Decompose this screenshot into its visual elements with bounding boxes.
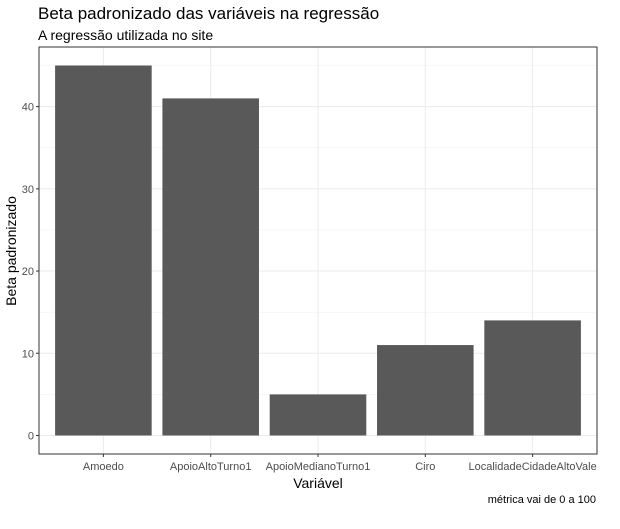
x-axis-title: Variável	[293, 475, 343, 491]
bars-layer	[55, 65, 581, 436]
x-tick-label: ApoioAltoTurno1	[170, 461, 252, 473]
y-axis-title: Beta padronizado	[3, 196, 19, 306]
y-tick-label: 10	[22, 348, 34, 360]
y-tick-label: 20	[22, 266, 34, 278]
ticks-layer: 0 10 20 30 40 Amoedo ApoioAltoTurno1 ApoioMedia…	[22, 102, 597, 473]
bar-ciro	[377, 345, 474, 436]
x-tick-label: ApoioMedianoTurno1	[266, 461, 371, 473]
bar-apoiomedianoturno1	[269, 394, 367, 436]
y-tick-label: 0	[28, 431, 34, 443]
y-tick-label: 30	[22, 184, 34, 196]
chart-caption: métrica vai de 0 a 100	[487, 494, 596, 506]
bar-amoedo	[55, 65, 152, 436]
bar-localidadecidadealtovale	[484, 320, 581, 436]
y-tick-label: 40	[22, 102, 34, 114]
bar-apoioaltoturno1	[162, 98, 259, 436]
chart-title: Beta padronizado das variáveis na regres…	[38, 4, 380, 23]
plot-panel-border	[38, 46, 598, 455]
x-tick-label: Amoedo	[83, 461, 124, 473]
x-tick-label: LocalidadeCidadeAltoVale	[468, 461, 596, 473]
x-tick-label: Ciro	[415, 461, 435, 473]
chart-subtitle: A regressão utilizada no site	[38, 27, 214, 43]
